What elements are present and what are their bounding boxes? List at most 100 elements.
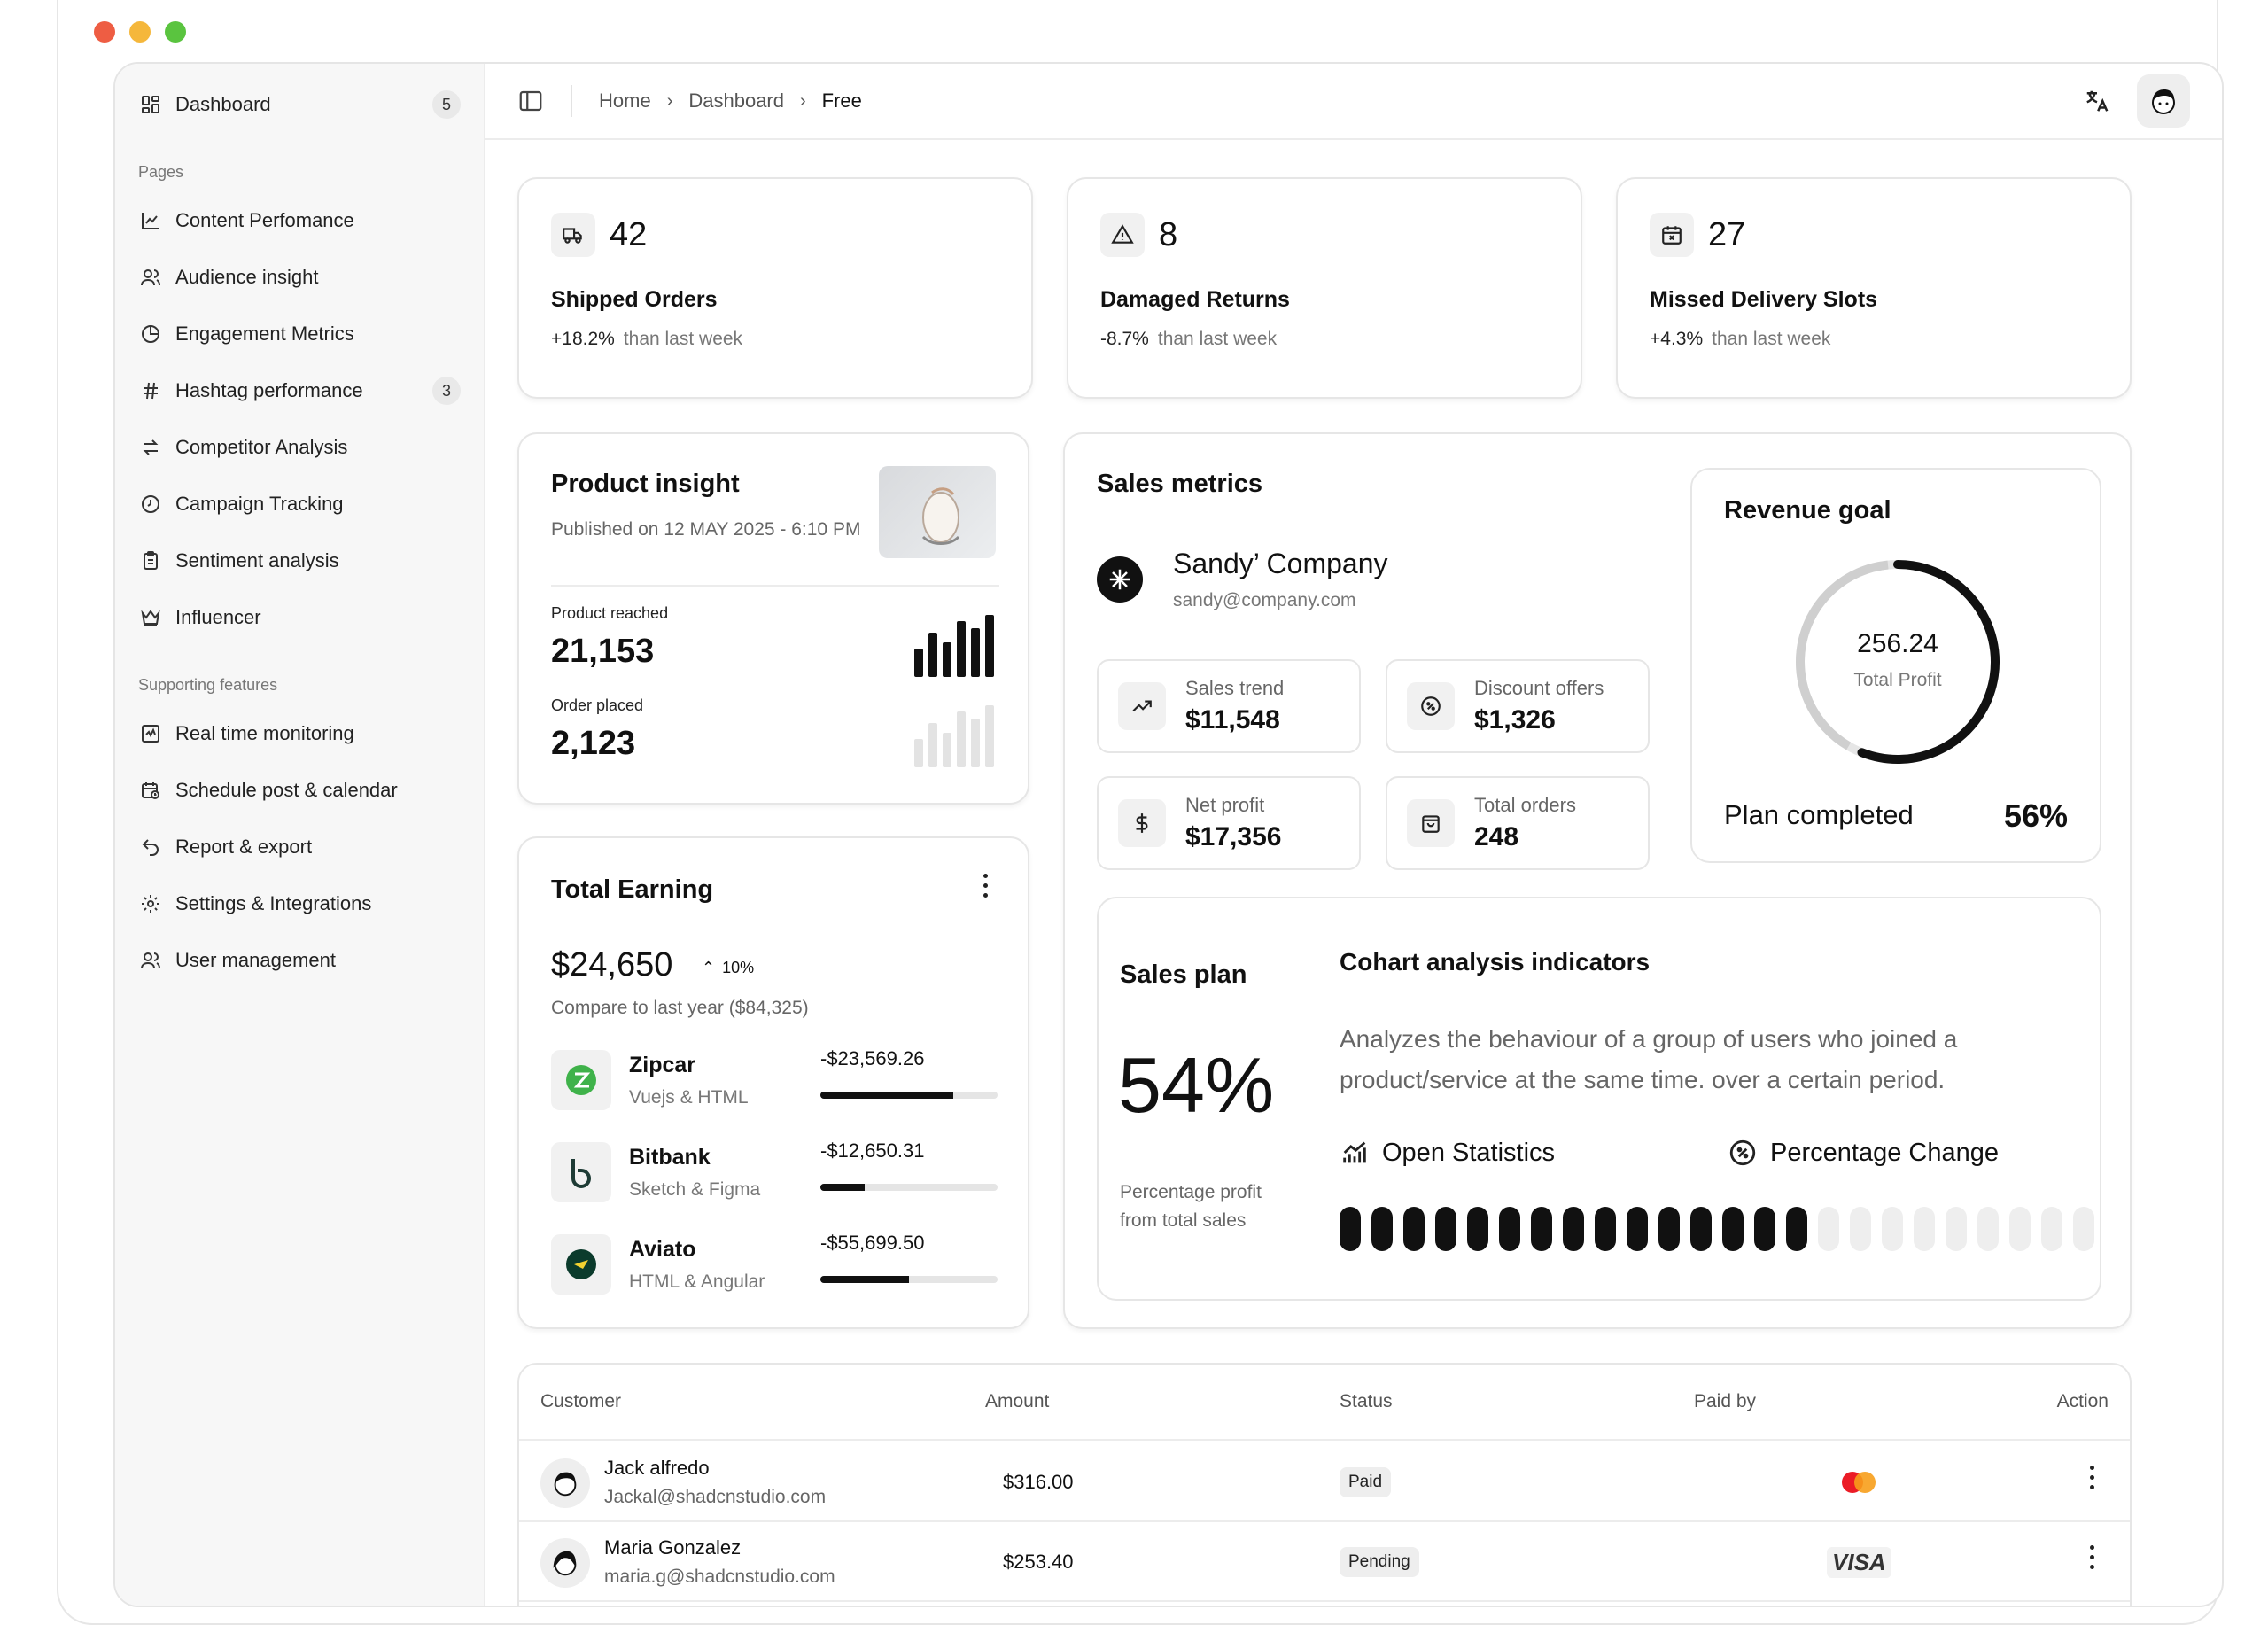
sales-plan-title: Sales plan — [1120, 960, 1247, 989]
translate-icon[interactable] — [2084, 88, 2110, 114]
mini-card-total-orders[interactable]: Total orders 248 — [1386, 776, 1650, 870]
sidebar-item-schedule-post[interactable]: Schedule post & calendar — [135, 762, 464, 819]
stat-suffix: than last week — [623, 329, 743, 349]
stat-suffix: than last week — [1157, 329, 1278, 349]
spark-bar — [957, 621, 966, 677]
table-row[interactable]: Jack alfredo Jackal@shadcnstudio.com $31… — [519, 1442, 2130, 1522]
sidebar-item-competitor-analysis[interactable]: Competitor Analysis — [135, 419, 464, 476]
mini-card-discount-offers[interactable]: Discount offers $1,326 — [1386, 659, 1650, 753]
mini-value: $1,326 — [1474, 705, 1556, 735]
col-amount[interactable]: Amount — [985, 1391, 1050, 1411]
total-earning-title: Total Earning — [551, 875, 714, 904]
zipcar-logo — [551, 1050, 611, 1110]
sidebar-item-dashboard[interactable]: Dashboard 5 — [135, 76, 464, 133]
stat-value: 27 — [1708, 215, 1746, 253]
sales-plan-percent: 54% — [1118, 1041, 1275, 1129]
sidebar-item-engagement-metrics[interactable]: Engagement Metrics — [135, 306, 464, 362]
minimize-window-button[interactable] — [129, 21, 151, 43]
spark-bar — [928, 633, 937, 677]
stat-title: Missed Delivery Slots — [1650, 287, 1878, 312]
percent-circle-icon — [1728, 1138, 1758, 1168]
discount-icon — [1407, 682, 1455, 730]
order-placed-value: 2,123 — [551, 725, 636, 762]
mini-card-net-profit[interactable]: Net profit $17,356 — [1097, 776, 1361, 870]
sidebar-item-label: User management — [175, 949, 336, 971]
col-customer[interactable]: Customer — [540, 1391, 622, 1411]
plan-segment — [1595, 1207, 1616, 1251]
breadcrumb-dashboard[interactable]: Dashboard — [688, 89, 784, 112]
more-options-icon[interactable] — [983, 874, 988, 898]
mini-card-sales-trend[interactable]: Sales trend $11,548 — [1097, 659, 1361, 753]
col-paid-by[interactable]: Paid by — [1694, 1391, 1757, 1411]
dollar-icon — [1118, 799, 1166, 847]
product-published-date: Published on 12 MAY 2025 - 6:10 PM — [551, 519, 861, 540]
col-action: Action — [2056, 1391, 2109, 1411]
plan-segment — [1722, 1207, 1744, 1251]
plan-segment — [1531, 1207, 1552, 1251]
percentage-change-label[interactable]: Percentage Change — [1770, 1138, 1999, 1167]
company-name: Sandy’ Company — [1173, 548, 1388, 579]
visa-icon: VISA — [1827, 1547, 1891, 1578]
earning-amount: -$12,650.31 — [820, 1139, 925, 1162]
spark-bar — [957, 711, 966, 767]
sidebar-item-real-time-monitoring[interactable]: Real time monitoring — [135, 705, 464, 762]
earning-row-zipcar[interactable]: Zipcar Vuejs & HTML -$23,569.26 — [551, 1042, 999, 1118]
activity-icon — [138, 721, 163, 746]
plan-segment — [1850, 1207, 1871, 1251]
sidebar-item-sentiment-analysis[interactable]: Sentiment analysis — [135, 533, 464, 589]
earning-row-bitbank[interactable]: Bitbank Sketch & Figma -$12,650.31 — [551, 1134, 999, 1210]
sidebar-item-hashtag-performance[interactable]: Hashtag performance 3 — [135, 362, 464, 419]
earning-sub: Vuejs & HTML — [629, 1086, 749, 1108]
row-action-menu-icon[interactable] — [2090, 1545, 2094, 1569]
product-insight-card: Product insight Published on 12 MAY 2025… — [517, 432, 1029, 805]
spark-bar — [928, 723, 937, 767]
user-avatar-button[interactable] — [2137, 74, 2190, 128]
open-statistics-label[interactable]: Open Statistics — [1382, 1138, 1556, 1167]
sidebar-item-content-performance[interactable]: Content Perfomance — [135, 192, 464, 249]
stat-title: Shipped Orders — [551, 287, 718, 312]
clock-icon — [138, 492, 163, 517]
plan-segment — [1340, 1207, 1361, 1251]
sidebar-item-label: Report & export — [175, 836, 313, 858]
status-badge: Paid — [1340, 1467, 1392, 1497]
spark-bar — [971, 628, 980, 677]
earning-progress — [820, 1092, 998, 1099]
transactions-table: Customer Amount Status Paid by Action Ja… — [517, 1363, 2132, 1606]
earning-amount: -$23,569.26 — [820, 1047, 925, 1069]
plan-segment — [1882, 1207, 1903, 1251]
status-badge: Pending — [1340, 1547, 1419, 1577]
stat-value: 8 — [1159, 215, 1178, 253]
sidebar-item-audience-insight[interactable]: Audience insight — [135, 249, 464, 306]
earning-name: Zipcar — [629, 1052, 696, 1077]
ring-progress — [1857, 560, 2000, 764]
sidebar-item-campaign-tracking[interactable]: Campaign Tracking — [135, 476, 464, 533]
truck-icon — [551, 213, 595, 257]
earning-row-aviato[interactable]: Aviato HTML & Angular -$55,699.50 — [551, 1226, 999, 1302]
sidebar-item-label: Dashboard — [175, 93, 271, 115]
product-thumbnail[interactable] — [879, 466, 996, 558]
ring-remaining — [1796, 560, 1889, 750]
col-status[interactable]: Status — [1340, 1391, 1393, 1411]
row-action-menu-icon[interactable] — [2090, 1466, 2094, 1489]
plan-segment — [1499, 1207, 1520, 1251]
sidebar-section-supporting: Supporting features — [138, 676, 278, 694]
close-window-button[interactable] — [94, 21, 115, 43]
undo-icon — [138, 835, 163, 859]
sidebar-item-influencer[interactable]: Influencer — [135, 589, 464, 646]
clipboard-icon — [138, 548, 163, 573]
customer-name: Jack alfredo — [604, 1457, 710, 1479]
maximize-window-button[interactable] — [165, 21, 186, 43]
breadcrumb-home[interactable]: Home — [599, 89, 651, 112]
stat-value: 42 — [610, 215, 648, 253]
plan-completed-label: Plan completed — [1724, 799, 1914, 830]
sidebar-item-report-export[interactable]: Report & export — [135, 819, 464, 875]
avatar-icon — [2152, 89, 2175, 114]
stat-card-shipped-orders: 42 Shipped Orders +18.2% than last week — [517, 177, 1033, 399]
table-row[interactable]: Maria Gonzalez maria.g@shadcnstudio.com … — [519, 1522, 2130, 1602]
plan-segment — [1467, 1207, 1488, 1251]
sidebar-item-user-management[interactable]: User management — [135, 932, 464, 989]
sidebar-toggle-icon[interactable] — [517, 88, 544, 114]
plan-segment — [1786, 1207, 1807, 1251]
sidebar-item-settings[interactable]: Settings & Integrations — [135, 875, 464, 932]
plan-segment — [1627, 1207, 1648, 1251]
